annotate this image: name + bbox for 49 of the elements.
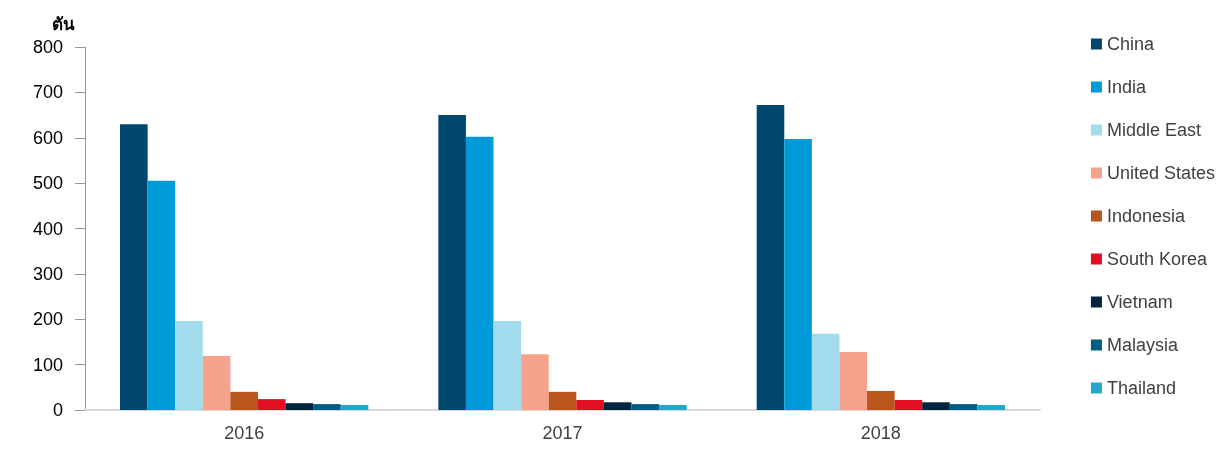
bar [894, 400, 923, 410]
y-tick-label: 200 [32, 309, 63, 330]
bar [756, 105, 785, 410]
bar [977, 405, 1005, 410]
bar [230, 391, 258, 410]
bar [120, 124, 148, 410]
y-tick-label: 0 [52, 400, 63, 420]
bar [949, 404, 978, 410]
legend-label: Malaysia [1106, 335, 1179, 355]
bar [922, 402, 950, 410]
y-tick-label: 700 [32, 82, 63, 103]
bar [493, 321, 522, 410]
bar [548, 391, 577, 410]
bar [784, 139, 812, 410]
legend-label: Indonesia [1106, 206, 1186, 226]
bar [257, 399, 286, 410]
bar [340, 405, 369, 410]
bar [465, 136, 494, 410]
bar [147, 180, 176, 410]
bar [576, 400, 604, 410]
y-tick-label: 300 [32, 263, 63, 284]
x-tick-label: 2016 [224, 423, 265, 443]
bar [175, 321, 203, 410]
y-tick-label: 400 [32, 218, 63, 239]
bar [521, 354, 549, 410]
legend-label: China [1106, 34, 1155, 54]
legend-label: Thailand [1106, 378, 1176, 398]
bar [202, 356, 231, 410]
bar [811, 333, 840, 410]
y-tick-label: 800 [32, 37, 63, 57]
legend-label: United States [1106, 163, 1215, 183]
legend-label: Middle East [1106, 120, 1201, 140]
y-tick-label: 600 [32, 127, 63, 148]
bar [313, 404, 341, 410]
legend-label: India [1106, 77, 1147, 97]
bar [867, 390, 895, 410]
y-axis-title: ตัน [52, 15, 75, 34]
y-tick-label: 500 [32, 173, 63, 194]
bar [438, 115, 466, 410]
legend-label: Vietnam [1106, 292, 1173, 312]
bar [285, 403, 314, 410]
bar [839, 351, 868, 410]
bar [631, 404, 660, 410]
bar [603, 402, 632, 410]
y-tick-label: 100 [32, 354, 63, 375]
x-tick-label: 2018 [860, 423, 901, 443]
x-tick-label: 2017 [542, 423, 583, 443]
legend-label: South Korea [1106, 249, 1208, 269]
bar [659, 405, 687, 410]
